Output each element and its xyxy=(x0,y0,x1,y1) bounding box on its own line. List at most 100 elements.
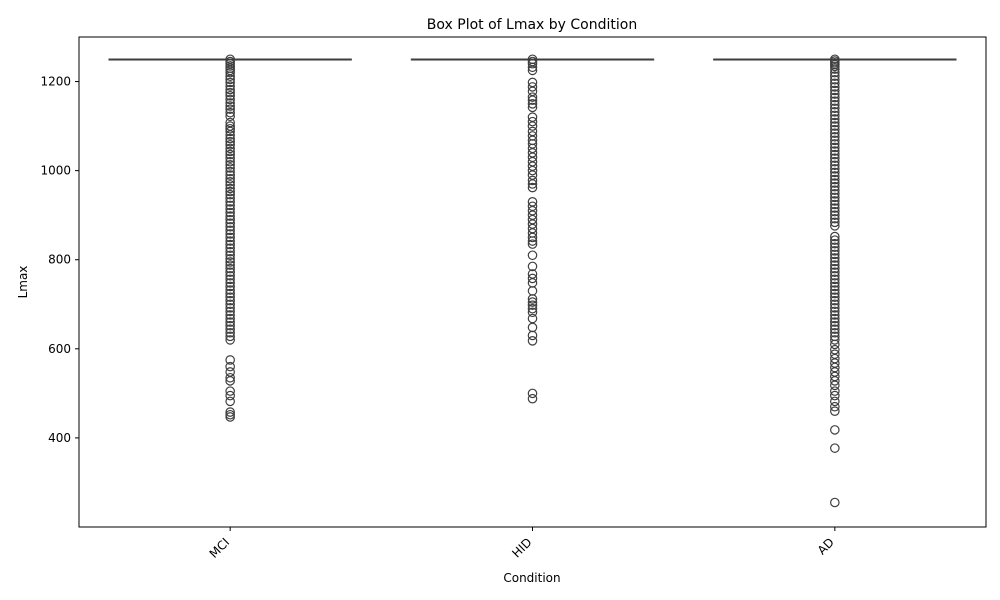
outlier-point-MCI xyxy=(225,180,235,190)
outlier-point-MCI xyxy=(225,281,235,292)
outlier-point-AD xyxy=(830,376,840,386)
outlier-point-HID xyxy=(527,121,538,131)
outlier-point-AD xyxy=(830,281,840,292)
outlier-point-AD xyxy=(830,61,840,72)
outlier-point-AD xyxy=(830,313,840,324)
x-axis-title: Condition xyxy=(503,571,560,585)
outlier-point-MCI xyxy=(225,232,235,243)
outlier-point-AD xyxy=(830,380,840,391)
outlier-point-AD xyxy=(830,171,840,181)
outlier-point-MCI xyxy=(225,355,235,365)
outlier-point-MCI xyxy=(225,274,235,285)
outlier-point-AD xyxy=(830,156,840,167)
outlier-point-HID xyxy=(527,273,538,284)
outlier-point-HID xyxy=(527,58,538,69)
outlier-point-MCI xyxy=(225,361,235,372)
outlier-point-MCI xyxy=(225,313,235,324)
outlier-point-MCI xyxy=(225,136,235,147)
y-tick-label: 800 xyxy=(48,253,71,267)
outlier-point-AD xyxy=(830,497,840,508)
outlier-point-MCI xyxy=(225,140,235,150)
outlier-point-MCI xyxy=(225,143,235,154)
outlier-point-MCI xyxy=(225,200,235,211)
outlier-point-MCI xyxy=(225,146,235,157)
outlier-point-AD xyxy=(830,339,840,350)
outlier-point-MCI xyxy=(225,170,235,180)
outlier-point-AD xyxy=(830,260,840,270)
outlier-point-HID xyxy=(527,182,538,193)
outlier-point-HID xyxy=(527,239,538,249)
outlier-point-AD xyxy=(830,74,840,85)
outlier-point-MCI xyxy=(225,197,235,207)
outlier-point-AD xyxy=(830,64,840,74)
outlier-point-HID xyxy=(527,330,538,341)
outlier-point-MCI xyxy=(225,81,235,91)
outlier-point-AD xyxy=(830,124,840,135)
outlier-point-AD xyxy=(830,110,840,121)
outlier-point-MCI xyxy=(225,320,235,331)
outlier-point-MCI xyxy=(225,130,235,140)
outlier-point-HID xyxy=(527,322,538,333)
plot-area: 400 600 800 1000 1200 MCI HID AD xyxy=(40,36,987,561)
outlier-point-AD xyxy=(830,238,840,249)
outlier-point-AD xyxy=(830,306,840,317)
outlier-point-AD xyxy=(830,206,840,217)
outlier-point-AD xyxy=(830,396,840,407)
outlier-point-AD xyxy=(830,256,840,267)
outlier-point-MCI xyxy=(225,166,235,177)
outlier-point-MCI xyxy=(225,104,235,114)
x-tick-label: MCI xyxy=(207,535,233,561)
outlier-point-MCI xyxy=(225,211,235,221)
outlier-point-MCI xyxy=(225,225,235,236)
outlier-point-AD xyxy=(830,217,840,228)
outlier-point-AD xyxy=(830,167,840,178)
outlier-point-AD xyxy=(830,263,840,274)
outlier-point-MCI xyxy=(225,207,235,218)
outlier-point-MCI xyxy=(225,260,235,270)
outlier-point-AD xyxy=(830,221,840,231)
outlier-point-AD xyxy=(830,324,840,335)
outlier-point-HID xyxy=(527,102,538,113)
outlier-point-AD xyxy=(830,253,840,263)
outlier-point-MCI xyxy=(225,111,235,122)
outlier-point-AD xyxy=(830,121,840,131)
outlier-point-AD xyxy=(830,82,840,92)
outlier-point-HID xyxy=(527,261,538,272)
outlier-point-HID xyxy=(527,286,538,296)
outlier-point-MCI xyxy=(225,278,235,288)
outlier-point-HID xyxy=(527,307,538,318)
outlier-point-AD xyxy=(830,128,840,139)
outlier-point-AD xyxy=(830,335,840,345)
outlier-point-MCI xyxy=(225,91,235,101)
outlier-point-MCI xyxy=(225,84,235,95)
outlier-point-AD xyxy=(830,443,840,453)
outlier-point-AD xyxy=(830,181,840,192)
outlier-point-AD xyxy=(830,96,840,106)
outlier-point-AD xyxy=(830,242,840,253)
y-axis-title: Lmax xyxy=(16,266,30,299)
y-tick-label: 1200 xyxy=(40,75,71,89)
outlier-point-AD xyxy=(830,178,840,188)
outlier-point-MCI xyxy=(225,407,235,417)
outlier-point-HID xyxy=(527,335,538,346)
outlier-point-HID xyxy=(527,95,538,106)
y-tick-label: 400 xyxy=(48,431,71,445)
outlier-point-AD xyxy=(830,78,840,89)
outlier-point-MCI xyxy=(225,306,235,317)
outlier-point-HID xyxy=(527,232,538,243)
outlier-point-MCI xyxy=(225,77,235,88)
outlier-point-HID xyxy=(527,99,538,109)
outlier-point-MCI xyxy=(225,186,235,197)
outlier-point-MCI xyxy=(225,263,235,274)
outlier-point-MCI xyxy=(225,239,235,250)
outlier-point-AD xyxy=(830,210,840,220)
outlier-point-AD xyxy=(830,295,840,306)
outlier-point-AD xyxy=(830,299,840,310)
outlier-point-HID xyxy=(527,165,538,176)
outlier-point-HID xyxy=(527,388,538,399)
outlier-point-AD xyxy=(830,185,840,196)
outlier-point-MCI xyxy=(225,243,235,253)
outlier-point-HID xyxy=(527,393,538,404)
outlier-point-MCI xyxy=(225,98,235,108)
outlier-point-MCI xyxy=(225,193,235,204)
